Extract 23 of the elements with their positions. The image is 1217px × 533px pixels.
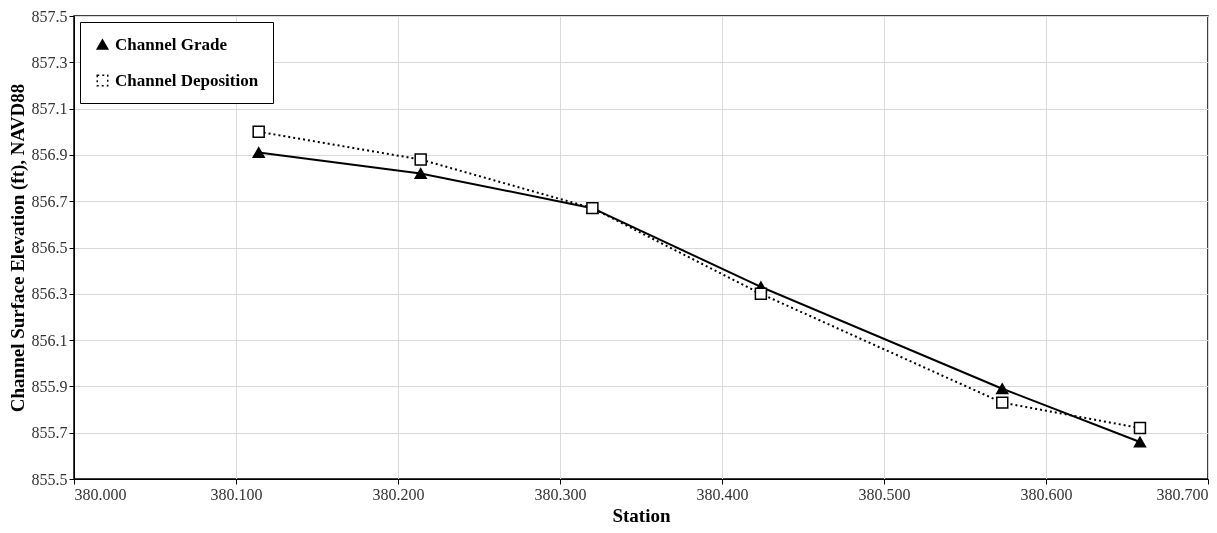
x-tick-label: 380.600: [1020, 485, 1073, 503]
legend-label: Channel Deposition: [115, 70, 259, 90]
y-tick-label: 856.9: [31, 146, 68, 164]
y-tick-label: 855.5: [31, 470, 68, 488]
y-tick-label: 856.5: [31, 239, 68, 256]
x-tick-label: 380.300: [534, 485, 587, 503]
y-tick-label: 857.1: [31, 100, 68, 118]
x-tick-label: 380.200: [372, 485, 425, 503]
y-axis-title: Channel Surface Elevation (ft), NAVD88: [6, 83, 29, 413]
x-tick-label: 380.700: [1156, 485, 1209, 503]
x-tick-label: 380.500: [858, 485, 911, 503]
y-tick-label: 855.7: [31, 424, 68, 442]
legend-label: Channel Grade: [115, 34, 228, 54]
y-tick-label: 856.7: [31, 192, 68, 210]
y-tick-label: 855.9: [31, 377, 68, 395]
y-tick-label: 856.1: [31, 331, 68, 349]
x-tick-label: 380.100: [210, 485, 263, 503]
x-tick-label: 380.000: [74, 485, 127, 503]
y-tick-label: 856.3: [31, 285, 68, 303]
y-tick-label: 857.3: [31, 53, 68, 71]
y-tick-label: 857.5: [31, 7, 68, 25]
x-axis-title: Station: [612, 504, 671, 526]
x-tick-label: 380.400: [696, 485, 749, 503]
